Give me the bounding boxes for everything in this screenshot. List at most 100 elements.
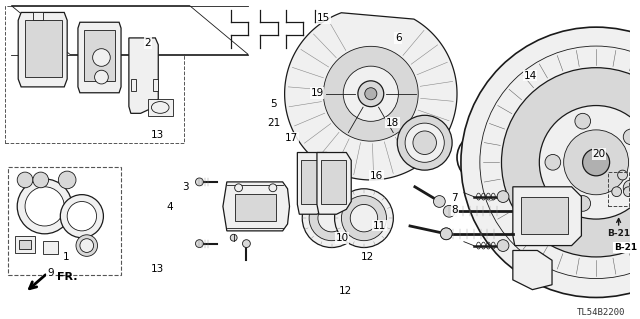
Polygon shape — [513, 250, 552, 290]
Circle shape — [502, 68, 640, 257]
Bar — [25, 20, 62, 77]
Polygon shape — [12, 6, 248, 55]
Circle shape — [557, 152, 577, 172]
Bar — [33, 12, 43, 20]
Text: 6: 6 — [395, 33, 402, 43]
Circle shape — [17, 179, 72, 234]
Text: 14: 14 — [524, 71, 537, 81]
Text: 7: 7 — [452, 193, 458, 203]
Text: 19: 19 — [310, 88, 324, 98]
Text: 12: 12 — [339, 286, 352, 296]
Circle shape — [33, 172, 49, 188]
Circle shape — [76, 235, 97, 256]
Circle shape — [575, 113, 591, 129]
Circle shape — [365, 88, 377, 100]
Circle shape — [440, 228, 452, 240]
Bar — [608, 172, 629, 206]
Circle shape — [302, 189, 361, 248]
Text: 2: 2 — [145, 38, 151, 48]
Circle shape — [17, 172, 33, 188]
Circle shape — [93, 49, 110, 66]
Circle shape — [497, 191, 509, 203]
Bar — [19, 240, 31, 249]
Text: 13: 13 — [150, 130, 164, 140]
Bar — [6, 6, 184, 143]
Circle shape — [531, 188, 544, 202]
Text: B-21: B-21 — [614, 243, 637, 252]
Circle shape — [564, 112, 578, 126]
Circle shape — [623, 180, 639, 196]
Circle shape — [623, 129, 639, 145]
Circle shape — [564, 130, 628, 195]
Circle shape — [545, 141, 588, 183]
Circle shape — [444, 205, 455, 217]
Circle shape — [341, 196, 387, 241]
Polygon shape — [129, 38, 158, 113]
Text: TL54B2200: TL54B2200 — [577, 308, 625, 317]
Text: FR.: FR. — [58, 272, 78, 282]
Circle shape — [512, 107, 621, 217]
Circle shape — [335, 189, 394, 248]
Circle shape — [618, 170, 627, 180]
Circle shape — [318, 204, 346, 232]
Circle shape — [542, 221, 552, 231]
Circle shape — [530, 126, 604, 199]
Bar — [131, 79, 136, 91]
Circle shape — [397, 115, 452, 170]
Text: 12: 12 — [360, 252, 374, 262]
Text: 10: 10 — [335, 233, 349, 243]
Text: 17: 17 — [285, 133, 298, 143]
Bar — [521, 197, 568, 234]
Circle shape — [95, 70, 108, 84]
Circle shape — [612, 187, 621, 197]
Bar — [8, 167, 121, 275]
Circle shape — [58, 171, 76, 189]
Circle shape — [496, 92, 637, 233]
Circle shape — [413, 131, 436, 154]
Circle shape — [440, 228, 452, 240]
Bar — [301, 160, 327, 204]
Text: 15: 15 — [317, 13, 330, 23]
Text: 1: 1 — [63, 252, 70, 262]
Circle shape — [623, 187, 634, 197]
Circle shape — [323, 46, 418, 141]
Circle shape — [269, 184, 276, 192]
Text: 16: 16 — [370, 171, 383, 181]
Polygon shape — [298, 152, 332, 214]
Text: 20: 20 — [593, 149, 605, 159]
Circle shape — [405, 123, 444, 162]
Circle shape — [540, 106, 640, 219]
Circle shape — [309, 196, 354, 241]
Circle shape — [497, 240, 509, 251]
Circle shape — [461, 27, 640, 298]
Polygon shape — [18, 12, 67, 87]
Text: 13: 13 — [150, 264, 164, 274]
Bar — [479, 130, 484, 136]
Circle shape — [195, 178, 204, 186]
Circle shape — [603, 146, 616, 160]
Circle shape — [582, 193, 595, 207]
Text: 11: 11 — [373, 221, 387, 231]
Bar — [15, 236, 35, 253]
Text: 4: 4 — [166, 202, 173, 212]
Text: 9: 9 — [47, 268, 54, 278]
Circle shape — [80, 239, 93, 252]
Circle shape — [343, 66, 398, 121]
Text: 21: 21 — [268, 118, 281, 128]
Circle shape — [545, 154, 561, 170]
Polygon shape — [78, 22, 121, 93]
Circle shape — [582, 149, 610, 176]
Bar — [43, 241, 58, 254]
Circle shape — [358, 81, 384, 107]
Text: 5: 5 — [269, 99, 276, 109]
Text: 18: 18 — [385, 118, 399, 128]
Circle shape — [235, 184, 243, 192]
Circle shape — [230, 234, 237, 241]
Circle shape — [575, 196, 591, 211]
Circle shape — [243, 240, 250, 248]
Polygon shape — [285, 13, 457, 180]
Bar — [321, 160, 346, 204]
Circle shape — [25, 187, 64, 226]
Bar — [235, 194, 276, 221]
Polygon shape — [317, 152, 351, 214]
